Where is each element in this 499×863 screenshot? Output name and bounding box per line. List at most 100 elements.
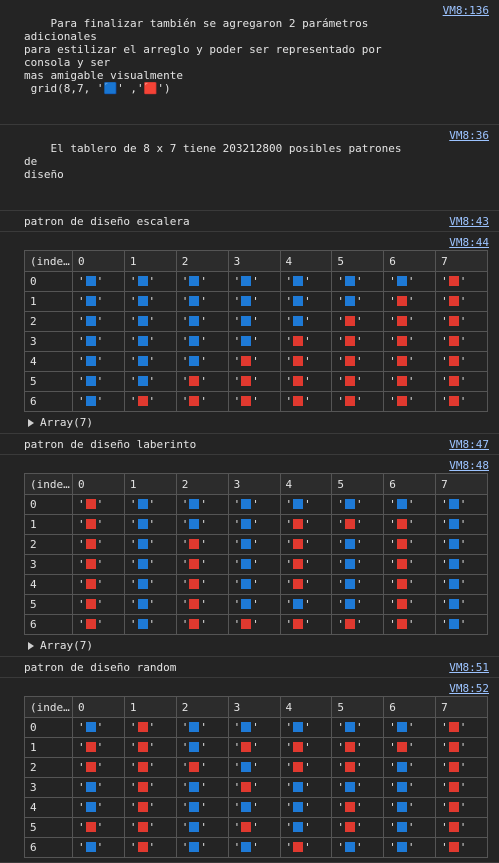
column-header[interactable]: 5 [331,696,385,718]
blue-square-icon [396,782,407,792]
table-cell: ' ' [72,311,125,332]
source-link[interactable]: VM8:48 [449,459,489,472]
red-square-icon [345,619,355,629]
row-index: 2 [24,757,73,778]
source-link[interactable]: VM8:36 [449,129,489,142]
blue-square-icon [189,276,200,286]
column-header[interactable]: 3 [227,250,281,272]
index-column-header[interactable]: (inde… [24,473,73,495]
blue-square-icon [241,539,252,549]
index-column-header[interactable]: (inde… [24,696,73,718]
column-header[interactable]: 4 [279,473,333,495]
table-cell: ' ' [72,777,125,798]
source-link[interactable]: VM8:52 [449,682,489,695]
index-column-header[interactable]: (inde… [24,250,73,272]
table-cell: ' ' [123,574,177,595]
console-message-intro: Para finalizar también se agregaron 2 pa… [0,0,499,125]
blue-square-icon [137,539,148,549]
blue-square-icon [189,316,200,326]
red-square-icon [396,599,407,609]
table-cell: ' ' [383,554,437,575]
source-link[interactable]: VM8:44 [449,236,489,249]
red-square-icon [448,276,459,286]
red-square-icon [189,579,200,589]
table-cell: ' ' [175,737,229,758]
column-header[interactable]: 7 [435,473,488,495]
column-header[interactable]: 2 [175,696,229,718]
blue-square-icon [137,316,148,326]
blue-square-icon [345,579,355,589]
red-square-icon [189,396,200,406]
table-cell: ' ' [123,351,177,372]
column-header[interactable]: 0 [72,473,125,495]
table-cell: ' ' [123,271,177,292]
table-cell: ' ' [383,331,437,352]
column-header[interactable]: 3 [227,696,281,718]
red-square-icon [85,619,96,629]
red-square-icon [85,519,96,529]
array-toggle[interactable]: Array(7) [24,412,488,433]
source-link[interactable]: VM8:51 [449,661,489,674]
red-square-icon [85,559,96,569]
table-cell: ' ' [175,797,229,818]
column-header[interactable]: 7 [435,696,488,718]
red-square-icon [85,762,96,772]
blue-square-icon [241,316,252,326]
column-header[interactable]: 5 [331,473,385,495]
blue-square-icon [345,559,355,569]
blue-square-icon [293,316,304,326]
table-cell: ' ' [175,534,229,555]
table-cell: ' ' [383,291,437,312]
table-cell: ' ' [435,717,488,738]
column-header[interactable]: 3 [227,473,281,495]
column-header[interactable]: 2 [175,250,229,272]
table-cell: ' ' [331,494,385,515]
blue-square-icon [137,559,148,569]
blue-square-icon [293,296,304,306]
table-cell: ' ' [279,797,333,818]
source-link[interactable]: VM8:47 [449,438,489,451]
table-cell: ' ' [123,371,177,392]
table-header-row: (inde… 0 1 2 3 4 5 6 7 [24,473,488,495]
column-header[interactable]: 5 [331,250,385,272]
column-header[interactable]: 6 [383,250,437,272]
blue-square-icon [396,499,407,509]
table-body: 0 ' ' ' ' ' ' ' ' ' ' ' ' ' ' ' ' 1 ' ' ' ' ' ' ' ' ' ' ' ' ' ' ' ' 2 ' ' ' ' '… [24,271,488,412]
column-header[interactable]: 2 [175,473,229,495]
column-header[interactable]: 4 [279,696,333,718]
column-header[interactable]: 0 [72,250,125,272]
table-cell: ' ' [279,271,333,292]
column-header[interactable]: 6 [383,696,437,718]
table-cell: ' ' [123,757,177,778]
console-message-title: patron de diseño random VM8:51 [0,657,499,678]
red-square-icon [448,822,459,832]
red-square-icon [345,376,355,386]
column-header[interactable]: 1 [123,250,177,272]
blue-square-icon [85,356,96,366]
table-cell: ' ' [435,837,488,858]
column-header[interactable]: 1 [123,473,177,495]
red-square-icon [396,519,407,529]
source-link[interactable]: VM8:136 [442,4,489,17]
table-row: 4 ' ' ' ' ' ' ' ' ' ' ' ' ' ' ' ' [24,351,488,372]
column-header[interactable]: 4 [279,250,333,272]
red-square-icon [293,762,304,772]
column-header[interactable]: 6 [383,473,437,495]
array-toggle[interactable]: Array(7) [24,635,488,656]
table-cell: ' ' [227,534,281,555]
source-link[interactable]: VM8:43 [449,215,489,228]
table-header-row: (inde… 0 1 2 3 4 5 6 7 [24,250,488,272]
table-cell: ' ' [279,331,333,352]
column-header[interactable]: 7 [435,250,488,272]
table-cell: ' ' [175,291,229,312]
red-square-icon [241,619,252,629]
table-cell: ' ' [227,554,281,575]
column-header[interactable]: 0 [72,696,125,718]
console-message-title: patron de diseño escalera VM8:43 [0,211,499,232]
red-square-icon [396,396,407,406]
table-cell: ' ' [227,391,281,412]
message-text: patron de diseño random [24,661,177,674]
blue-square-icon [448,519,459,529]
table-row: 1 ' ' ' ' ' ' ' ' ' ' ' ' ' ' ' ' [24,514,488,535]
column-header[interactable]: 1 [123,696,177,718]
